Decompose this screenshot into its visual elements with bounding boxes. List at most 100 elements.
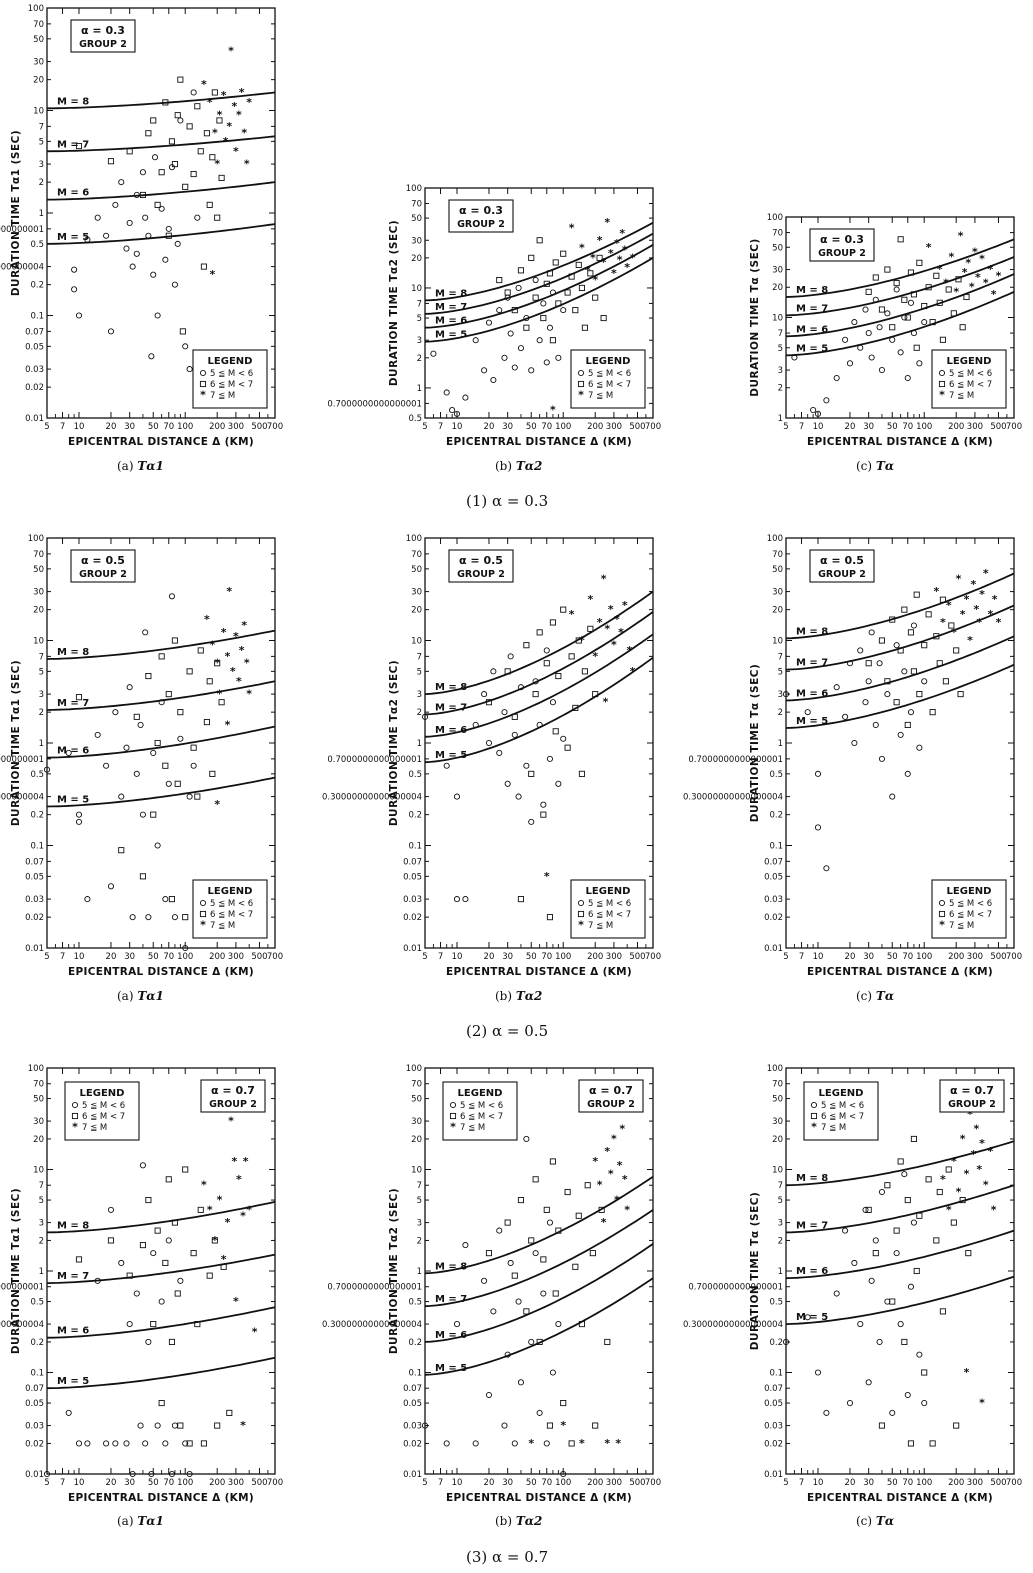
data-point xyxy=(868,629,875,636)
data-point xyxy=(878,306,885,313)
curve-line xyxy=(46,725,276,759)
data-point: * xyxy=(590,251,596,264)
y-tick-label: 3 xyxy=(778,366,783,376)
panel-caption-symbol: Tα2 xyxy=(516,1514,543,1528)
alpha-box-title: α = 0.3 xyxy=(459,204,503,217)
data-point xyxy=(472,1440,479,1447)
curve-line xyxy=(47,91,276,110)
data-point xyxy=(916,360,923,367)
y-tick-label: 7 xyxy=(778,652,783,662)
data-point: * xyxy=(239,86,245,99)
legend-box xyxy=(570,349,646,409)
data-point xyxy=(107,883,115,890)
x-axis-label: EPICENTRAL DISTANCE Δ (KM) xyxy=(68,966,254,978)
y-tick-label: 7 xyxy=(417,652,422,662)
data-point xyxy=(959,324,966,331)
legend-marker xyxy=(577,899,585,907)
data-point: * xyxy=(617,254,623,267)
x-tick-label: 500 xyxy=(990,1478,1006,1488)
data-point xyxy=(587,625,594,632)
y-tick-label: 30 xyxy=(33,58,44,68)
legend-marker xyxy=(577,910,585,918)
y-tick-label: 3 xyxy=(778,690,783,700)
alpha-box xyxy=(448,199,514,233)
data-point xyxy=(936,1188,943,1196)
data-point xyxy=(71,266,78,273)
data-point: * xyxy=(967,1108,973,1121)
y-tick-label: 5 xyxy=(778,344,783,354)
data-point: * xyxy=(226,585,232,598)
curve-line xyxy=(46,680,276,711)
data-point xyxy=(889,324,896,331)
data-point: * xyxy=(233,1295,239,1308)
data-point xyxy=(957,691,964,698)
legend-label: 7 ≦ M xyxy=(460,1123,485,1133)
data-point xyxy=(182,914,189,921)
data-point xyxy=(133,191,140,199)
data-point: * xyxy=(624,261,630,274)
x-tick-label: 10 xyxy=(813,952,824,962)
data-point: * xyxy=(933,585,939,598)
panel-caption-symbol: Tα1 xyxy=(137,989,164,1003)
data-point xyxy=(43,1470,51,1478)
y-tick-label: 0.7000000000000001 xyxy=(327,1283,422,1293)
data-point xyxy=(190,89,197,96)
data-point xyxy=(893,1250,900,1257)
y-tick-label: 20 xyxy=(772,606,783,616)
data-point xyxy=(950,1219,957,1226)
data-point: * xyxy=(236,675,242,688)
x-tick-label: 70 xyxy=(902,422,913,432)
curve-line xyxy=(424,590,654,695)
curve-line xyxy=(424,1209,654,1308)
y-tick-label: 1 xyxy=(39,1267,44,1277)
chart-panel-8: 0.01 0.02 0.03 0.05 0.07 0.1 0.2 0.300000000000… xyxy=(322,1064,661,1528)
data-point xyxy=(133,250,140,257)
x-tick-label: 200 xyxy=(209,422,225,432)
data-point xyxy=(540,811,547,818)
chart-panel-1: 0.01 0.02 0.03 0.05 0.07 0.1 0.2 0.300000000000… xyxy=(0,4,283,473)
y-tick-label: 1 xyxy=(778,414,783,424)
curve-label: M = 5 xyxy=(796,716,828,727)
curve-line xyxy=(424,257,654,343)
legend-marker: * xyxy=(939,919,945,932)
data-point xyxy=(904,770,911,777)
x-tick-label: 70 xyxy=(163,1478,174,1488)
x-tick-label: 50 xyxy=(887,952,898,962)
curve-line xyxy=(47,1306,276,1339)
data-point xyxy=(889,336,896,343)
data-point xyxy=(449,407,456,414)
data-point xyxy=(171,1219,178,1226)
data-point xyxy=(154,739,161,747)
x-tick-label: 20 xyxy=(484,422,495,432)
data-point xyxy=(528,818,535,825)
legend-marker xyxy=(199,899,207,907)
y-tick-label: 3 xyxy=(39,160,44,170)
row-caption-num: (2) xyxy=(466,1022,488,1040)
data-point xyxy=(893,286,900,293)
y-tick-label: 0.03 xyxy=(25,895,44,905)
data-point xyxy=(168,1338,175,1345)
y-tick-label: 0.5 xyxy=(30,240,44,250)
y-tick-label: 0.1 xyxy=(30,312,44,322)
y-tick-label: 10 xyxy=(411,284,422,294)
data-point xyxy=(540,1290,547,1297)
data-point xyxy=(897,1158,904,1165)
data-point xyxy=(158,205,165,212)
alpha-box xyxy=(578,1079,644,1113)
data-point xyxy=(165,1237,172,1244)
data-point xyxy=(517,896,524,903)
data-point xyxy=(878,366,885,374)
y-axis-label: DURATION TIME Tα2 (SEC) xyxy=(388,1188,400,1354)
data-point xyxy=(916,1212,923,1219)
data-point: * xyxy=(201,1179,207,1192)
x-tick-label: 30 xyxy=(502,422,513,432)
x-axis-label: EPICENTRAL DISTANCE Δ (KM) xyxy=(446,966,632,978)
y-tick-label: 0.07 xyxy=(25,327,44,337)
data-point xyxy=(592,1422,599,1429)
data-point xyxy=(75,312,83,319)
data-point: * xyxy=(969,281,975,294)
curve-label: M = 8 xyxy=(57,96,89,107)
data-point: * xyxy=(940,616,946,629)
data-point xyxy=(168,896,175,903)
data-point xyxy=(154,842,161,849)
